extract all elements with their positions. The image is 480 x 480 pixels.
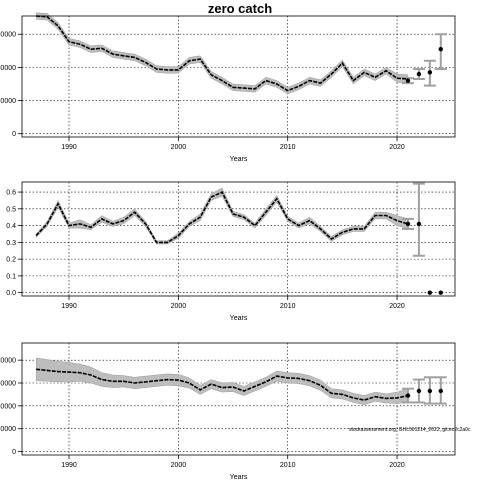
panel-1-forecast-point-2023 <box>427 70 433 75</box>
panel-2-confidence-band <box>35 187 409 245</box>
panel-3-forecast-point-2023 <box>427 388 433 394</box>
panel-2-xtick-label-2020: 2020 <box>389 303 405 310</box>
panel-1-confidence-band <box>35 12 409 95</box>
panel-1-forecast-point-2021 <box>405 78 411 83</box>
panel-1-forecast-point-2024 <box>438 46 443 52</box>
panel-3-ytick-label-2: 40000 <box>0 403 16 410</box>
panel-3-xtick-label-2020: 2020 <box>389 462 405 469</box>
panel-2-ytick-label-4: 0.4 <box>6 223 16 230</box>
panel-1-estimate-line <box>36 15 409 92</box>
panel-2-xtick-label-2010: 2010 <box>280 303 296 310</box>
panel-3-xtick-label-2010: 2010 <box>280 462 296 469</box>
panel-1-ytick-label-3: 60000 <box>0 32 16 39</box>
panel-2-ytick-label-3: 0.3 <box>6 240 16 247</box>
panel-2-plot-frame <box>21 181 456 297</box>
panel-2-ytick-label-1: 0.1 <box>6 273 16 280</box>
panel-3-estimate-line <box>36 368 409 401</box>
panel-2-forecast-point-2024 <box>438 290 443 295</box>
panel-2-ytick-label-6: 0.6 <box>6 190 16 197</box>
panel-3-plot-frame <box>21 342 456 456</box>
panel-1-xtick-label-2000: 2000 <box>171 144 187 151</box>
panel-2-xtick-label-1990: 1990 <box>61 303 77 310</box>
panel-2-ytick-label-0: 0.0 <box>6 290 16 297</box>
panel-2-estimate-line <box>35 191 409 244</box>
panel-1-xaxis-title: Years <box>230 156 248 163</box>
panel-1-xtick-label-2010: 2010 <box>280 144 296 151</box>
watermark-credit: stockassessment.org, GHL561214_2022, git… <box>349 427 471 433</box>
panel-3-forecast-point-2021 <box>405 393 411 398</box>
panel-1-xtick-label-2020: 2020 <box>389 144 405 151</box>
panel-3-xtick-label-2000: 2000 <box>171 462 187 469</box>
panel-2-xtick-label-2000: 2000 <box>171 303 187 310</box>
panel-2-xaxis-title: Years <box>230 315 248 322</box>
panel-2-forecast-point-2023 <box>427 290 433 295</box>
panel-3-forecast-point-2024 <box>438 388 443 394</box>
panel-1-ytick-label-0: 0 <box>12 131 16 138</box>
panel-3-ytick-label-0: 0 <box>12 449 16 456</box>
panel-2-ytick-label-5: 0.5 <box>6 206 16 213</box>
panel-3-forecast-point-2022 <box>416 388 422 394</box>
panel-3-ytick-label-4: 80000 <box>0 358 16 365</box>
panel-3-ytick-label-3: 60000 <box>0 381 16 388</box>
panel-2-forecast-point-2021 <box>405 221 411 227</box>
panel-2-forecast-point-2022 <box>416 221 422 227</box>
panel-1-plot-frame <box>21 15 456 138</box>
panel-2-ytick-label-2: 0.2 <box>6 257 16 264</box>
panel-3-xtick-label-1990: 1990 <box>61 462 77 469</box>
panel-1-ytick-label-2: 40000 <box>0 65 16 72</box>
chart-title: zero catch <box>207 1 273 16</box>
panel-1-xtick-label-1990: 1990 <box>61 144 77 151</box>
panel-3-xaxis-title: Years <box>230 474 248 480</box>
panel-1-forecast-point-2022 <box>416 71 422 77</box>
